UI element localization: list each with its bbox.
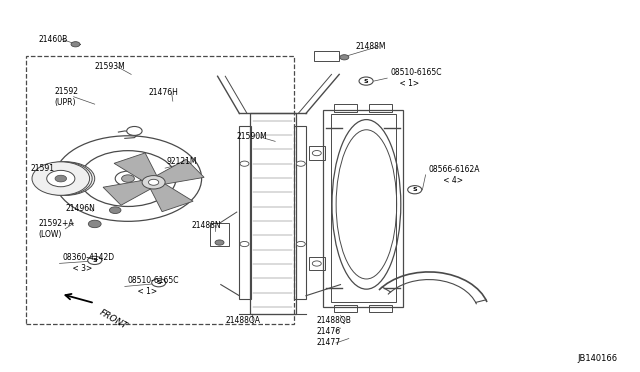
Circle shape (37, 162, 95, 195)
Circle shape (152, 279, 166, 287)
Text: S: S (364, 78, 369, 84)
Circle shape (35, 162, 92, 195)
Text: JB140166: JB140166 (577, 354, 618, 363)
Circle shape (142, 176, 165, 189)
Circle shape (340, 55, 349, 60)
Text: 21591: 21591 (31, 164, 55, 173)
Bar (250, 113, 296, 314)
Text: FRONT: FRONT (98, 308, 129, 331)
Circle shape (127, 126, 142, 135)
Circle shape (296, 161, 305, 166)
Text: 21460B: 21460B (38, 35, 68, 44)
Circle shape (88, 256, 102, 264)
Circle shape (215, 240, 224, 245)
Circle shape (408, 186, 422, 194)
Text: 21592
(UPR): 21592 (UPR) (54, 87, 79, 107)
Circle shape (122, 175, 134, 182)
Text: 21590M: 21590M (237, 132, 268, 141)
Text: 08510-6165C
    < 1>: 08510-6165C < 1> (390, 68, 442, 88)
Text: 21488QA: 21488QA (225, 316, 260, 325)
Text: 21476: 21476 (317, 327, 341, 336)
Bar (369, 305, 392, 312)
Polygon shape (103, 180, 153, 205)
Polygon shape (150, 183, 193, 212)
Text: 21592+A
(LOW): 21592+A (LOW) (38, 219, 74, 239)
Circle shape (359, 77, 373, 85)
Bar (210, 223, 229, 246)
Circle shape (240, 161, 249, 166)
Circle shape (240, 241, 249, 247)
Bar (26, 56, 294, 324)
Circle shape (47, 170, 75, 187)
Text: 21488QB: 21488QB (317, 316, 351, 325)
Text: 21476H: 21476H (148, 88, 179, 97)
Text: 21593M: 21593M (95, 62, 125, 71)
Bar (309, 257, 325, 270)
Circle shape (88, 220, 101, 228)
Text: 08510-6165C
    < 1>: 08510-6165C < 1> (128, 276, 179, 296)
Text: 08566-6162A
      < 4>: 08566-6162A < 4> (429, 165, 480, 185)
Bar (309, 147, 325, 160)
Text: 08360-4142D
    < 3>: 08360-4142D < 3> (63, 253, 115, 273)
Circle shape (296, 241, 305, 247)
Text: S: S (92, 258, 97, 263)
Text: S: S (156, 280, 161, 285)
Bar (323, 110, 403, 307)
Circle shape (312, 151, 321, 156)
Circle shape (115, 171, 141, 186)
Circle shape (55, 175, 67, 182)
Bar (334, 305, 357, 312)
Text: 21488M: 21488M (355, 42, 386, 51)
Bar (369, 104, 392, 112)
Circle shape (109, 207, 121, 214)
Bar (331, 114, 396, 302)
Bar (334, 104, 357, 112)
Text: 21496N: 21496N (65, 204, 95, 213)
Bar (314, 51, 339, 61)
Circle shape (71, 42, 80, 47)
Text: S: S (412, 187, 417, 192)
Bar (294, 126, 306, 299)
Polygon shape (154, 159, 204, 185)
Circle shape (32, 162, 90, 195)
Circle shape (312, 261, 321, 266)
Text: 21488N: 21488N (192, 221, 221, 230)
Bar (239, 126, 251, 299)
Polygon shape (114, 153, 157, 182)
Text: 21477: 21477 (317, 339, 341, 347)
Circle shape (148, 179, 159, 185)
Text: 92121M: 92121M (166, 157, 197, 166)
